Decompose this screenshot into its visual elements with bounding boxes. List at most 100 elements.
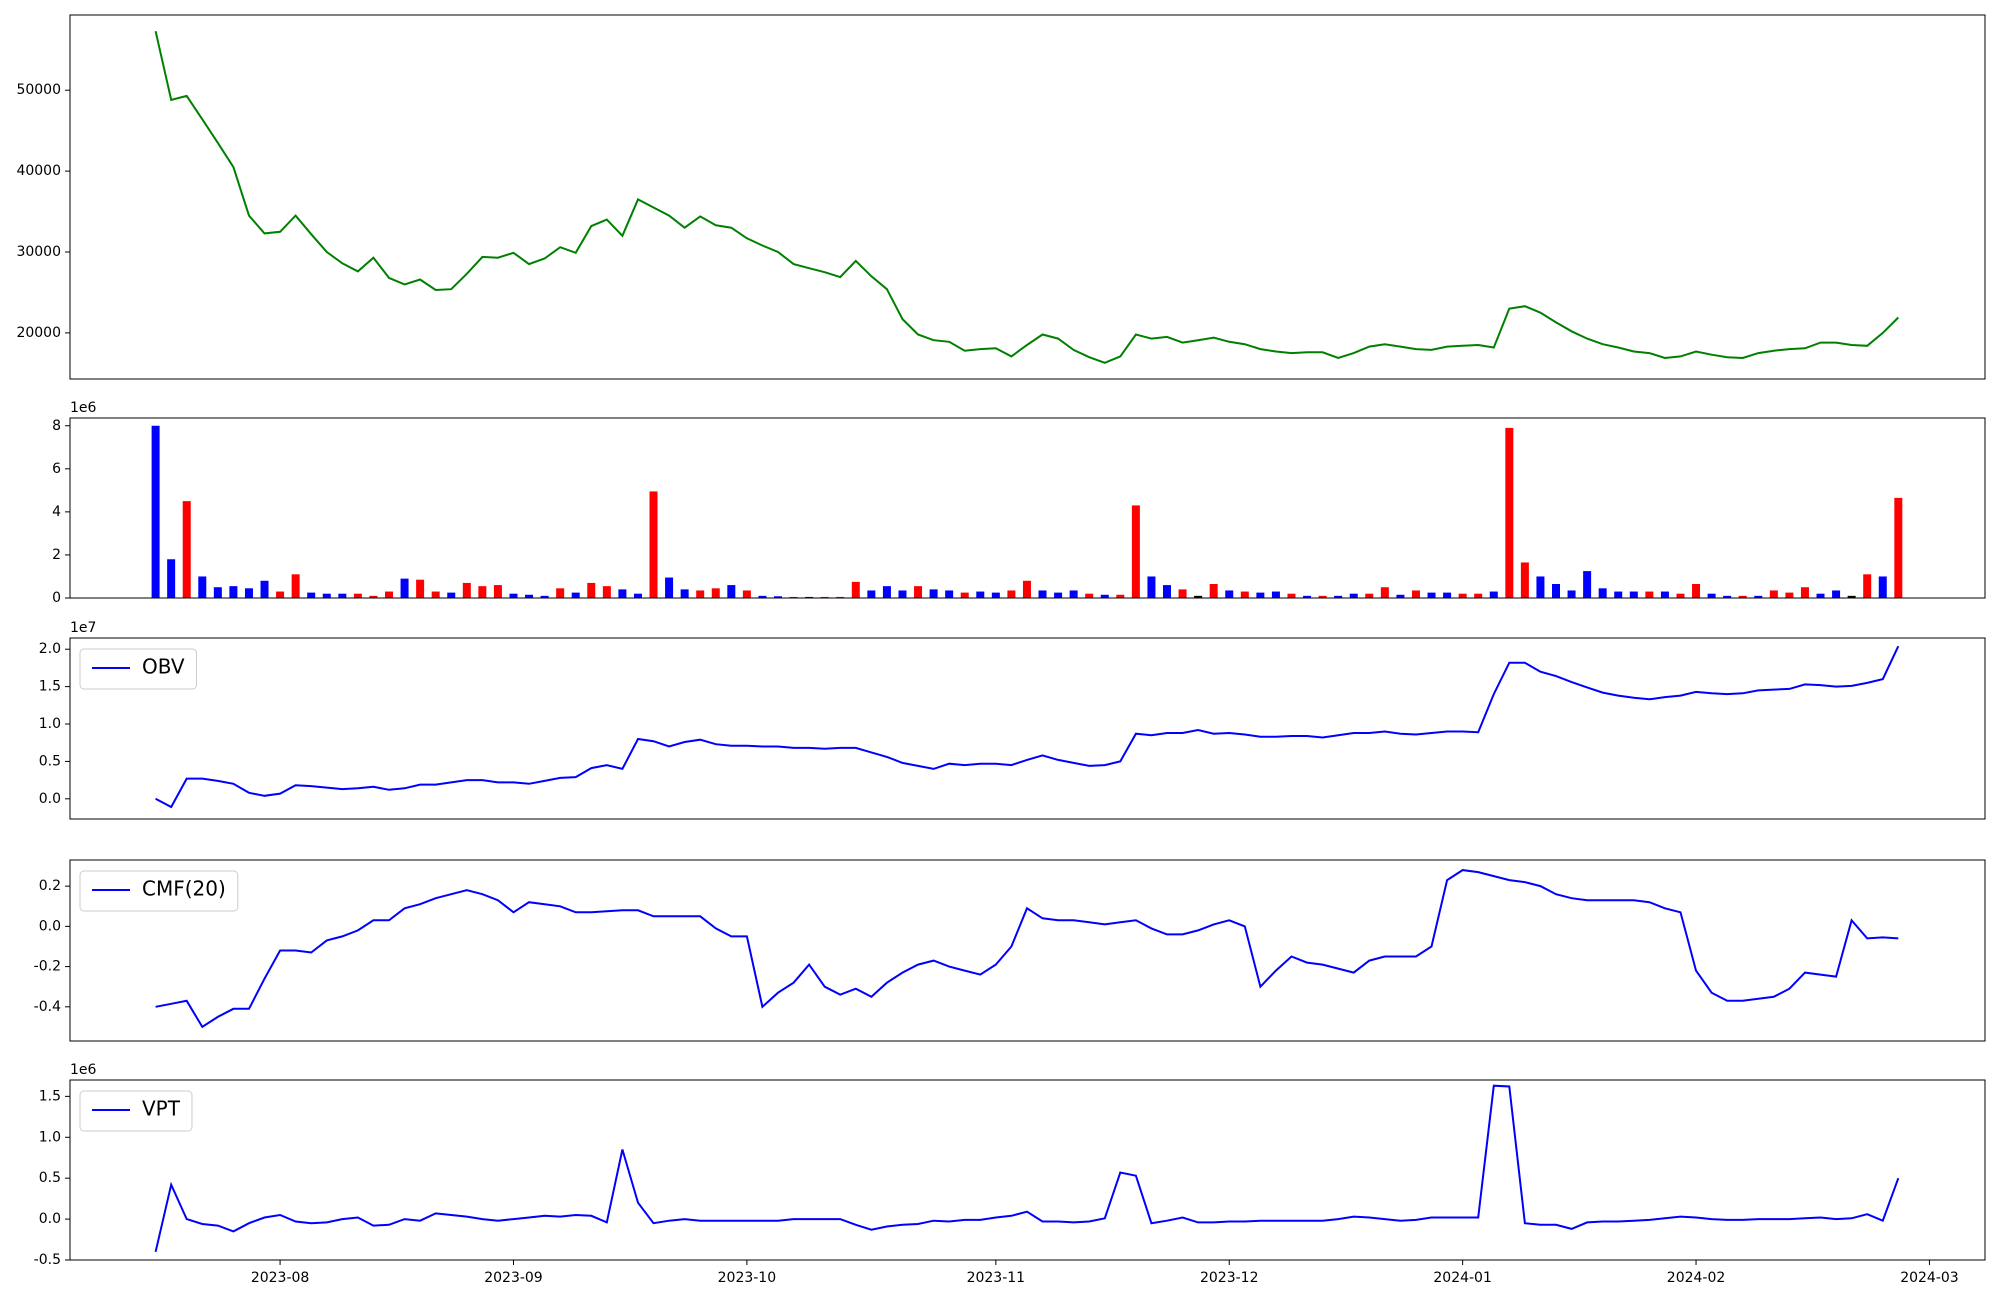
volume-bar bbox=[1443, 592, 1452, 598]
volume-bar bbox=[1489, 591, 1498, 598]
series-line bbox=[154, 1084, 1900, 1253]
volume-bar bbox=[1676, 593, 1685, 598]
volume-bar bbox=[1583, 571, 1592, 598]
volume-bar bbox=[167, 559, 176, 598]
legend-box bbox=[79, 870, 239, 912]
volume-bar bbox=[696, 590, 705, 598]
volume-bar bbox=[276, 591, 285, 598]
volume-bar bbox=[307, 592, 316, 598]
volume-bar bbox=[556, 588, 565, 598]
y-tick-label: -0.2 bbox=[34, 959, 61, 975]
x-tick-label: 2023-12 bbox=[1200, 1270, 1259, 1286]
volume-bar bbox=[1660, 591, 1669, 598]
y-tick-label: 1.0 bbox=[39, 1129, 61, 1145]
x-tick-label: 2024-02 bbox=[1667, 1270, 1726, 1286]
volume-bar bbox=[898, 590, 907, 598]
volume-bar bbox=[322, 593, 331, 598]
volume-bar bbox=[1863, 574, 1872, 598]
volume-bar bbox=[1536, 576, 1545, 598]
x-tick-label: 2024-03 bbox=[1900, 1270, 1959, 1286]
y-tick-label: 0.2 bbox=[39, 878, 61, 894]
volume-bar bbox=[1256, 592, 1265, 598]
volume-bar bbox=[882, 586, 891, 598]
volume-bar bbox=[1832, 590, 1841, 598]
axes-frame bbox=[69, 859, 1986, 1042]
y-tick-label: 1.5 bbox=[39, 1088, 61, 1104]
volume-bar bbox=[1458, 593, 1467, 598]
volume-bar bbox=[1271, 591, 1280, 598]
volume-bar bbox=[1349, 593, 1358, 598]
y-tick-label: 2.0 bbox=[39, 641, 61, 657]
volume-bar bbox=[1707, 593, 1716, 598]
volume-bar bbox=[291, 574, 300, 598]
volume-bar bbox=[789, 596, 798, 598]
volume-bar bbox=[1100, 594, 1109, 598]
volume-bar bbox=[478, 586, 487, 598]
volume-bar bbox=[1069, 590, 1078, 598]
volume-bar bbox=[1318, 595, 1327, 598]
volume-bar bbox=[493, 585, 502, 598]
volume-bar bbox=[1131, 505, 1140, 598]
y-tick-label: 0.5 bbox=[39, 753, 61, 769]
legend-box bbox=[79, 648, 198, 690]
volume-bar bbox=[711, 588, 720, 598]
volume-bar bbox=[633, 593, 642, 598]
volume-bar bbox=[1816, 593, 1825, 598]
volume-bar bbox=[353, 593, 362, 598]
y-tick-label: -0.4 bbox=[34, 999, 61, 1015]
offset-label: 1e6 bbox=[70, 400, 97, 416]
volume-bar bbox=[1007, 590, 1016, 598]
y-tick-label: 1.0 bbox=[39, 716, 61, 732]
volume-bar bbox=[1645, 591, 1654, 598]
y-tick-label: 0.5 bbox=[39, 1170, 61, 1186]
y-tick-label: 30000 bbox=[16, 244, 61, 260]
volume-bar bbox=[649, 491, 658, 598]
volume-bar bbox=[431, 591, 440, 598]
volume-bar bbox=[462, 582, 471, 598]
volume-bar bbox=[1022, 580, 1031, 598]
volume-bar bbox=[1240, 591, 1249, 598]
y-tick-label: 40000 bbox=[16, 163, 61, 179]
volume-bar bbox=[618, 589, 627, 598]
volume-bar bbox=[1520, 562, 1529, 598]
volume-bar bbox=[198, 576, 207, 598]
y-tick-label: 50000 bbox=[16, 82, 61, 98]
volume-bar bbox=[1754, 595, 1763, 598]
x-tick-label: 2023-10 bbox=[718, 1270, 777, 1286]
volume-bar bbox=[416, 579, 425, 598]
volume-bar bbox=[1878, 576, 1887, 598]
volume-bar bbox=[1116, 594, 1125, 598]
volume-bar bbox=[1163, 585, 1171, 598]
volume-bar bbox=[369, 595, 378, 598]
legend-label: VPT bbox=[142, 1097, 181, 1121]
volume-bar bbox=[229, 586, 238, 598]
volume-bar bbox=[385, 591, 393, 598]
volume-bar bbox=[1629, 591, 1638, 598]
volume-bar bbox=[509, 593, 518, 598]
volume-bar bbox=[1411, 590, 1420, 598]
volume-bar bbox=[742, 590, 751, 598]
volume-bar bbox=[1038, 590, 1047, 598]
volume-bar bbox=[867, 590, 876, 598]
axes-frame bbox=[69, 1079, 1986, 1261]
volume-bar bbox=[1396, 594, 1405, 598]
volume-bar bbox=[602, 586, 611, 598]
volume-bar bbox=[774, 596, 782, 598]
volume-bar bbox=[1209, 584, 1218, 598]
axes-frame bbox=[69, 14, 1986, 380]
volume-bar bbox=[1225, 590, 1234, 598]
volume-bar bbox=[244, 588, 253, 598]
x-tick-label: 2023-09 bbox=[484, 1270, 543, 1286]
volume-bar bbox=[1785, 592, 1794, 598]
volume-bar bbox=[1598, 588, 1607, 598]
y-tick-label: 0.0 bbox=[39, 1211, 61, 1227]
x-tick-label: 2023-11 bbox=[967, 1270, 1026, 1286]
y-tick-label: 8 bbox=[52, 418, 61, 434]
volume-bar bbox=[1738, 595, 1747, 598]
y-tick-label: 0 bbox=[52, 590, 61, 606]
volume-bar bbox=[571, 592, 580, 598]
volume-bar bbox=[1567, 590, 1576, 598]
series-line bbox=[155, 645, 1900, 809]
volume-bar bbox=[182, 501, 191, 598]
